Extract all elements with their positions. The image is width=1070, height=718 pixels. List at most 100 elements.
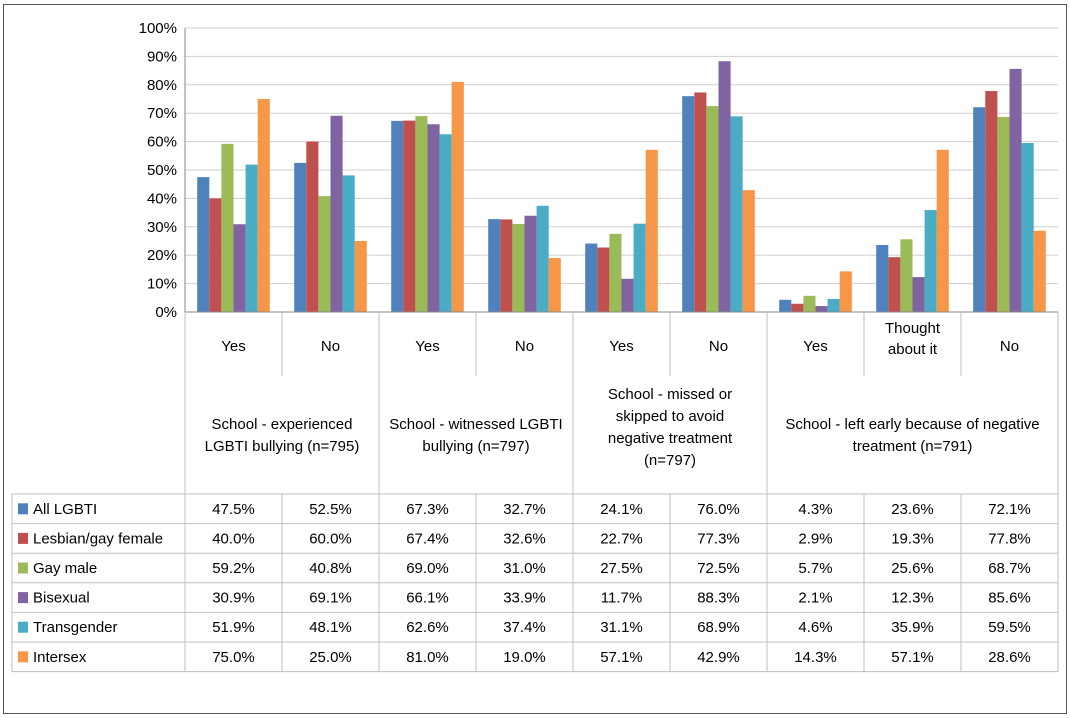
bar	[694, 92, 707, 312]
bar	[330, 115, 343, 312]
bar	[815, 306, 828, 312]
data-label: 28.6%	[988, 649, 1031, 666]
bar	[221, 143, 234, 312]
bar	[912, 277, 925, 312]
data-label: 32.7%	[503, 501, 546, 518]
bar	[682, 96, 695, 312]
data-label: 31.1%	[600, 619, 643, 636]
x-tick-label: No	[515, 338, 534, 355]
x-tick-label: Yes	[803, 338, 827, 355]
data-label: 2.9%	[798, 530, 832, 547]
group-label: School - witnessed LGBTI bullying (n=797)	[389, 416, 562, 455]
data-label: 19.3%	[891, 530, 934, 547]
y-tick-label: 30%	[147, 219, 177, 236]
legend-swatch	[18, 532, 28, 544]
group-label: School - experienced LGBTI bullying (n=79…	[205, 416, 360, 455]
legend-swatch	[18, 651, 28, 663]
data-label: 59.5%	[988, 619, 1031, 636]
bar	[585, 243, 598, 312]
bar	[439, 134, 452, 312]
bar	[209, 198, 222, 312]
bar	[415, 116, 428, 312]
bar	[706, 106, 719, 312]
data-label: 72.5%	[697, 560, 740, 577]
data-label: 31.0%	[503, 560, 546, 577]
bar	[609, 233, 622, 312]
data-label: 4.3%	[798, 501, 832, 518]
bar	[791, 303, 804, 312]
bar	[306, 141, 319, 312]
bar	[233, 224, 246, 312]
data-label: 81.0%	[406, 649, 449, 666]
bar	[718, 61, 731, 313]
data-label: 27.5%	[600, 560, 643, 577]
bar	[730, 116, 743, 312]
data-label: 42.9%	[697, 649, 740, 666]
legend-label: Intersex	[33, 649, 87, 666]
bar	[742, 190, 755, 312]
x-tick-label: Thought about it	[885, 320, 941, 358]
bar	[900, 239, 913, 312]
bar	[936, 149, 949, 312]
legend-swatch	[18, 621, 28, 633]
data-label: 2.1%	[798, 590, 832, 607]
bar	[973, 107, 986, 313]
data-label: 77.8%	[988, 530, 1031, 547]
bar	[924, 210, 937, 312]
bar	[803, 295, 816, 312]
bar	[197, 177, 210, 312]
data-label: 66.1%	[406, 590, 449, 607]
bar	[839, 271, 852, 312]
data-label: 24.1%	[600, 501, 643, 518]
data-label: 37.4%	[503, 619, 546, 636]
bar	[427, 124, 440, 312]
y-tick-label: 10%	[147, 276, 177, 293]
bar	[633, 223, 646, 312]
data-label: 62.6%	[406, 619, 449, 636]
data-label: 69.0%	[406, 560, 449, 577]
data-label: 68.9%	[697, 619, 740, 636]
data-label: 72.1%	[988, 501, 1031, 518]
x-tick-label: No	[1000, 338, 1019, 355]
y-tick-label: 0%	[155, 304, 177, 321]
data-label: 40.0%	[212, 530, 255, 547]
bar	[391, 120, 404, 312]
bar	[876, 244, 889, 312]
bar	[318, 196, 331, 312]
y-tick-label: 60%	[147, 134, 177, 151]
bar	[779, 299, 792, 312]
bar	[524, 215, 537, 312]
data-label: 51.9%	[212, 619, 255, 636]
data-label: 67.3%	[406, 501, 449, 518]
bar	[257, 99, 270, 312]
data-label: 22.7%	[600, 530, 643, 547]
data-label: 75.0%	[212, 649, 255, 666]
y-tick-label: 90%	[147, 48, 177, 65]
x-tick-label: Yes	[415, 338, 439, 355]
data-label: 32.6%	[503, 530, 546, 547]
legend-label: Gay male	[33, 560, 97, 577]
data-label: 19.0%	[503, 649, 546, 666]
bar	[621, 278, 634, 312]
data-label: 69.1%	[309, 590, 352, 607]
data-label: 14.3%	[794, 649, 837, 666]
data-label: 68.7%	[988, 560, 1031, 577]
bar	[451, 81, 464, 313]
bar	[354, 241, 367, 312]
bar	[827, 298, 840, 312]
bar	[1009, 68, 1022, 313]
data-label: 47.5%	[212, 501, 255, 518]
bar	[548, 258, 561, 312]
data-label: 5.7%	[798, 560, 832, 577]
bar	[888, 257, 901, 312]
y-tick-label: 80%	[147, 77, 177, 94]
data-label: 4.6%	[798, 619, 832, 636]
legend-swatch	[18, 562, 28, 574]
data-label: 57.1%	[891, 649, 934, 666]
group-label: School - missed or skipped to avoid negati…	[608, 386, 733, 469]
legend-label: All LGBTI	[33, 501, 97, 518]
data-label: 88.3%	[697, 590, 740, 607]
data-label: 48.1%	[309, 619, 352, 636]
data-label: 33.9%	[503, 590, 546, 607]
